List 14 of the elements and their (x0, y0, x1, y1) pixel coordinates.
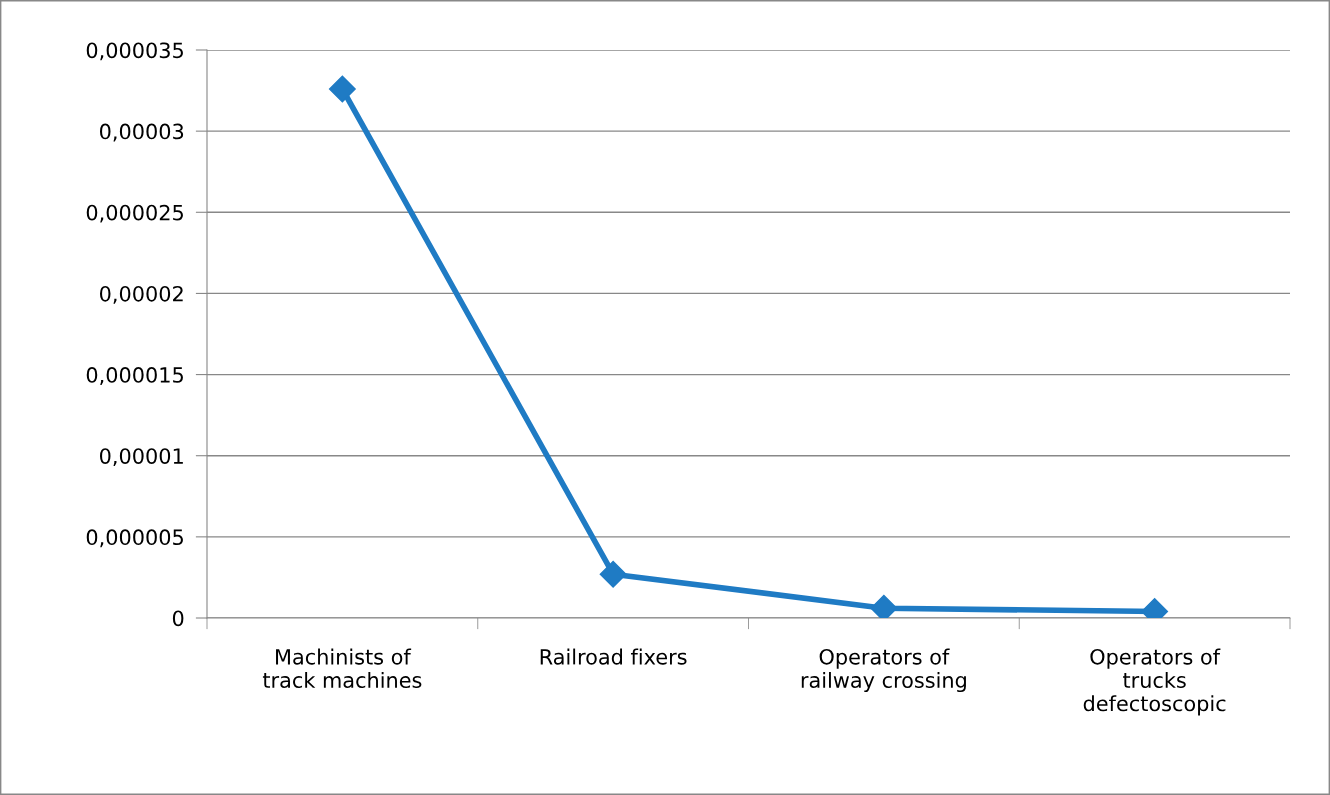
y-tick-label: 0,000025 (86, 204, 183, 223)
y-tick-label: 0,00002 (100, 285, 183, 304)
y-tick-label: 0,000005 (86, 529, 183, 548)
y-tick-label: 0,000035 (86, 42, 183, 61)
y-tick-label: 0 (172, 610, 184, 627)
x-tick-label: Operators of railway crossing (801, 648, 966, 693)
y-tick-label: 0,000015 (86, 367, 183, 385)
x-tick-label: Machinists of track machines (262, 648, 422, 689)
y-tick-label: 0,00003 (100, 123, 184, 142)
x-tick-label: Railroad fixers (540, 648, 687, 665)
x-tick-label: Operators of trucks defectoscopic (1083, 648, 1226, 716)
y-tick-label: 0,00001 (100, 448, 183, 467)
point (599, 560, 627, 588)
point (328, 75, 356, 103)
